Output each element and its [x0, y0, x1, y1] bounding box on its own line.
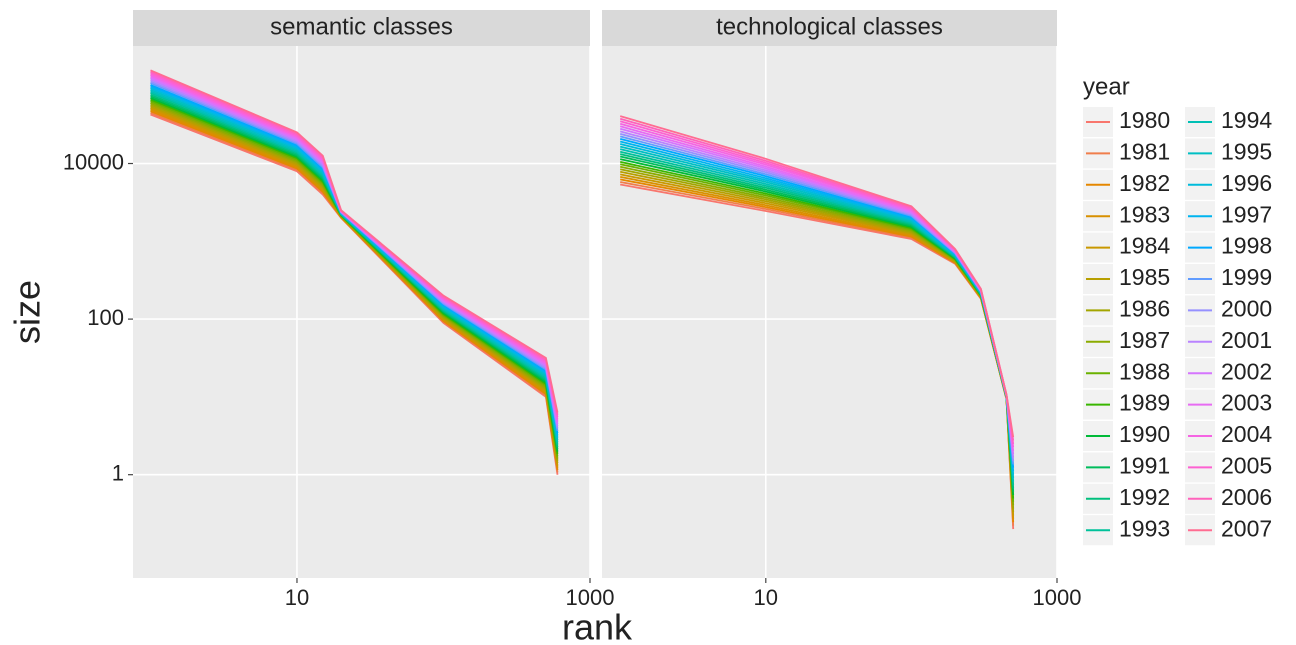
- y-tick-label: 1: [112, 461, 124, 486]
- series-line: [619, 115, 1015, 438]
- x-tick-label: 10: [285, 585, 309, 610]
- x-tick-label: 1000: [1033, 585, 1082, 610]
- panel-background: [602, 46, 1057, 578]
- legend-label: 1988: [1119, 358, 1170, 384]
- legend-label: 1981: [1119, 138, 1170, 164]
- legend-title: year: [1083, 73, 1130, 100]
- legend-label: 2002: [1221, 358, 1272, 384]
- strip-label: semantic classes: [270, 13, 453, 40]
- legend-label: 1989: [1119, 390, 1170, 416]
- legend-label: 1995: [1221, 138, 1272, 164]
- x-tick-label: 1000: [566, 585, 615, 610]
- x-tick-label: 10: [754, 585, 778, 610]
- strip-label: technological classes: [716, 13, 943, 40]
- y-axis-label: size: [7, 280, 48, 344]
- strip-background: [602, 10, 1057, 46]
- legend-label: 2000: [1221, 295, 1272, 321]
- legend-label: 1983: [1119, 201, 1170, 227]
- legend-label: 2006: [1221, 484, 1272, 510]
- legend-label: 1987: [1119, 327, 1170, 353]
- legend-label: 1986: [1119, 295, 1170, 321]
- y-tick-label: 10000: [63, 149, 124, 174]
- x-axis-label: rank: [562, 607, 633, 645]
- series-line: [150, 69, 559, 413]
- legend-label: 1994: [1221, 107, 1272, 133]
- legend-label: 1998: [1221, 233, 1272, 259]
- legend-label: 1990: [1119, 421, 1170, 447]
- legend-label: 1982: [1119, 170, 1170, 196]
- legend-label: 1991: [1119, 452, 1170, 478]
- legend-label: 1985: [1119, 264, 1170, 290]
- legend-label: 1999: [1221, 264, 1272, 290]
- legend-label: 1984: [1119, 233, 1170, 259]
- legend-label: 2003: [1221, 390, 1272, 416]
- y-tick-label: 100: [87, 305, 124, 330]
- legend-label: 2004: [1221, 421, 1272, 447]
- legend-label: 2001: [1221, 327, 1272, 353]
- legend-label: 1980: [1119, 107, 1170, 133]
- legend-label: 1996: [1221, 170, 1272, 196]
- legend-label: 1993: [1119, 515, 1170, 541]
- legend-label: 1992: [1119, 484, 1170, 510]
- legend-label: 2005: [1221, 452, 1272, 478]
- strip-background: [133, 10, 590, 46]
- legend-label: 1997: [1221, 201, 1272, 227]
- legend-label: 2007: [1221, 515, 1272, 541]
